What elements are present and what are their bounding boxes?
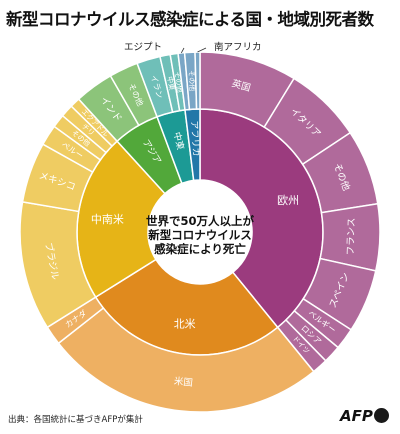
chart-title: 新型コロナウイルス感染症による国・地域別死者数 [6, 10, 374, 29]
country-label-4-1: 中東 [165, 76, 177, 91]
callout-line-0 [180, 47, 185, 54]
afp-logo-dot [373, 408, 389, 423]
region-label-5: アフリカ [188, 120, 201, 157]
country-label-5-1: その他 [187, 70, 197, 91]
region-label-1: 北米 [174, 318, 196, 331]
region-label-0: 欧州 [277, 194, 299, 207]
center-label: 世界で50万人以上が 新型コロナウイルス 感染症により死亡 [138, 214, 262, 256]
callout-south-africa: 南アフリカ [214, 42, 262, 53]
center-hole [148, 180, 252, 284]
country-label-1-0: 米国 [173, 375, 193, 389]
country-label-4-2: その他 [173, 71, 185, 93]
region-label-2: 中南米 [91, 213, 124, 226]
country-label-0-0: 英国 [230, 77, 252, 94]
country-label-0-3: フランス [345, 217, 357, 255]
center-label-line-2: 新型コロナウイルス [148, 228, 252, 242]
callout-egypt: エジプト [124, 42, 163, 53]
center-label-line-3: 感染症により死亡 [154, 242, 246, 256]
country-arc-5-2 [194, 51, 201, 110]
afp-logo-text: AFP [340, 407, 373, 425]
center-label-line-1: 世界で50万人以上が [145, 214, 254, 228]
afp-logo: AFP [340, 407, 389, 425]
source-note: 出典：各国統計に基づきAFPが集計 [8, 415, 143, 425]
callout-line-2 [197, 47, 207, 53]
